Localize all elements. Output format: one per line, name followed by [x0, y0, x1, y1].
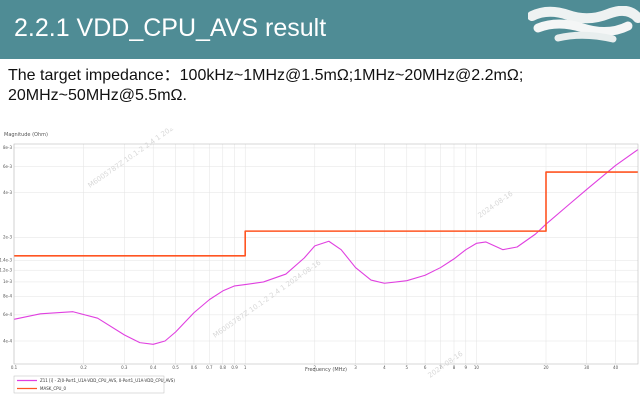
x-tick-label: 2 [314, 365, 317, 370]
subtitle: The target impedance：100kHz~1MHz@1.5mΩ;1… [8, 66, 628, 106]
y-tick-label: 1.4e-3 [0, 258, 12, 263]
x-tick-label: 1 [244, 365, 247, 370]
x-tick-label: 0.9 [231, 365, 238, 370]
chart-ticks: 0.1 0.2 0.3 0.4 0.5 0.6 0.7 0.8 0.9 1 2 3 4 5 6 7 8 9 10 20… [0, 145, 619, 370]
x-tick-label: 0.5 [172, 365, 179, 370]
legend: Z11 [i] - Z(0-Port1_U1A-VDD_CPU_AVS, 0-P… [13, 375, 175, 394]
y-axis-title: Magnitude (Ohm) [4, 132, 48, 138]
legend-box [13, 375, 165, 394]
x-tick-label: 8 [453, 365, 456, 370]
x-tick-label: 9 [465, 365, 468, 370]
x-tick-label: 40 [613, 365, 619, 370]
x-tick-label: 0.7 [206, 365, 213, 370]
x-tick-label: 3 [354, 365, 357, 370]
page-title: 2.2.1 VDD_CPU_AVS result [14, 14, 327, 42]
chart-grid [13, 144, 638, 364]
legend-label-impedance: Z11 [i] - Z(0-Port1_U1A-VDD_CPU_AVS, 0-P… [40, 378, 175, 383]
impedance-chart: Magnitude (Ohm) 0.1 0.2 0.3 0.4 0.5 0.6 0.7 0.8… [0, 128, 640, 398]
y-tick-label: 6e-3 [3, 164, 12, 169]
x-tick-label: 10 [474, 365, 480, 370]
y-tick-label: 4e-4 [3, 338, 12, 343]
x-tick-label: 30 [584, 365, 590, 370]
x-tick-label: 0.8 [220, 365, 227, 370]
y-tick-label: 1e-3 [3, 279, 12, 284]
x-tick-label: 0.6 [191, 365, 198, 370]
y-tick-label: 8e-3 [3, 145, 12, 150]
x-tick-label: 0.4 [150, 365, 157, 370]
x-tick-label: 7 [439, 365, 442, 370]
y-tick-label: 4e-3 [3, 190, 12, 195]
subtitle-line-2: 20MHz~50MHz@5.5mΩ. [8, 87, 187, 104]
impedance-curve [13, 149, 639, 345]
y-tick-label: 8e-4 [3, 294, 12, 299]
x-tick-label: 4 [383, 365, 386, 370]
y-tick-label: 6e-4 [3, 312, 12, 317]
title-bar [0, 0, 640, 59]
redaction-scribble [528, 6, 640, 43]
x-axis-title: Frequency (MHz) [305, 367, 347, 373]
target-impedance-mask [14, 171, 638, 257]
subtitle-line-1: The target impedance：100kHz~1MHz@1.5mΩ;1… [8, 67, 524, 84]
x-tick-label: 6 [424, 365, 427, 370]
x-tick-label: 5 [406, 365, 409, 370]
plot-frame [13, 143, 639, 365]
chart-series [13, 149, 639, 345]
x-tick-label: 0.3 [121, 365, 128, 370]
x-tick-label: 0.2 [80, 365, 87, 370]
y-tick-label: 2e-3 [3, 235, 12, 240]
legend-label-mask: MASK_CPU_0 [40, 386, 66, 391]
y-tick-label: 1.2e-3 [0, 267, 12, 272]
x-tick-label: 20 [543, 365, 549, 370]
x-tick-label: 0.1 [11, 365, 18, 370]
